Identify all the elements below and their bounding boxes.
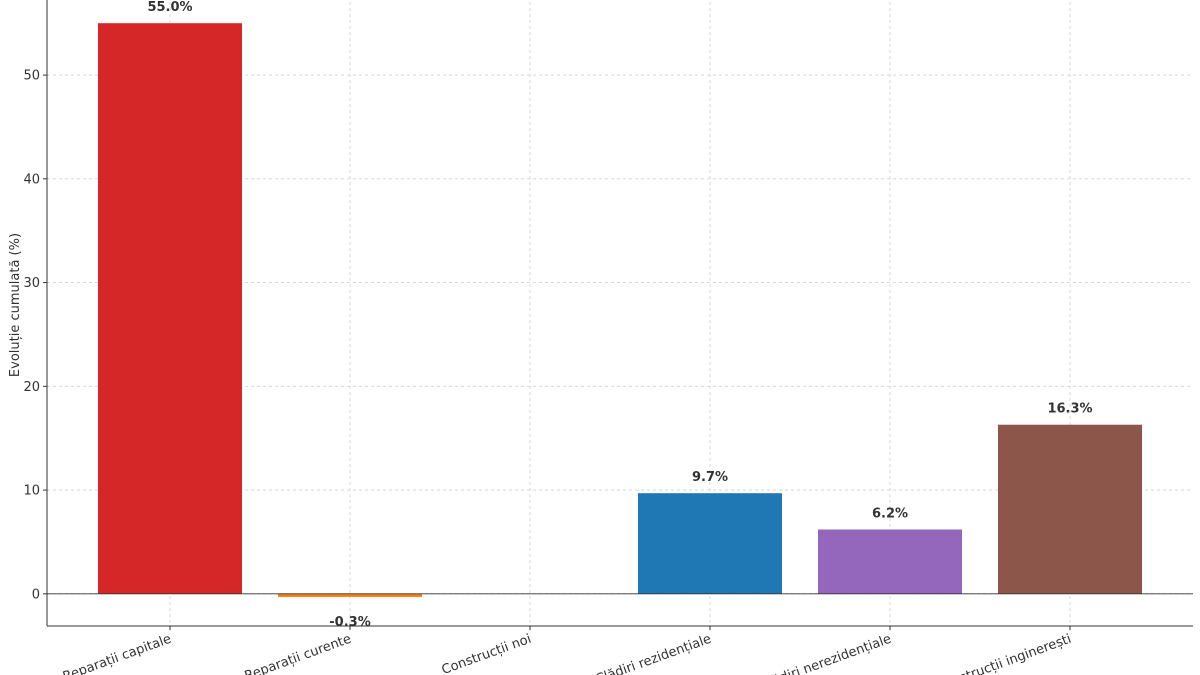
y-tick-label: 20: [23, 380, 40, 395]
y-tick-label: 50: [23, 69, 40, 84]
y-axis-label: Evoluție cumulată (%): [8, 233, 23, 377]
bar-data-label: 16.3%: [1047, 402, 1092, 417]
y-tick-label: 0: [32, 587, 40, 602]
bar: [638, 493, 782, 594]
x-tick-label: Construcții noi: [440, 632, 534, 675]
bar: [818, 529, 962, 594]
bar-data-label: 6.2%: [872, 507, 908, 522]
bar-data-label: 9.7%: [692, 470, 728, 485]
x-tick-label: Construcții inginerești: [934, 632, 1073, 675]
x-tick-label: Reparații curente: [243, 632, 354, 675]
y-tick-label: 40: [23, 172, 40, 187]
bar: [278, 593, 422, 597]
bar-data-label: -0.3%: [329, 615, 370, 630]
bars-layer: [98, 23, 1142, 597]
x-tick-label: Clădiri rezidențiale: [594, 632, 714, 675]
y-tick-label: 30: [23, 276, 40, 291]
x-tick-label: Reparații capitale: [61, 632, 173, 675]
axes-layer: [43, 0, 1193, 630]
bar: [998, 424, 1142, 594]
bar: [98, 23, 242, 594]
x-tick-label: Clădiri nerezidențiale: [758, 632, 893, 675]
bar-data-label: 55.0%: [147, 0, 192, 15]
y-tick-label: 10: [23, 484, 40, 499]
